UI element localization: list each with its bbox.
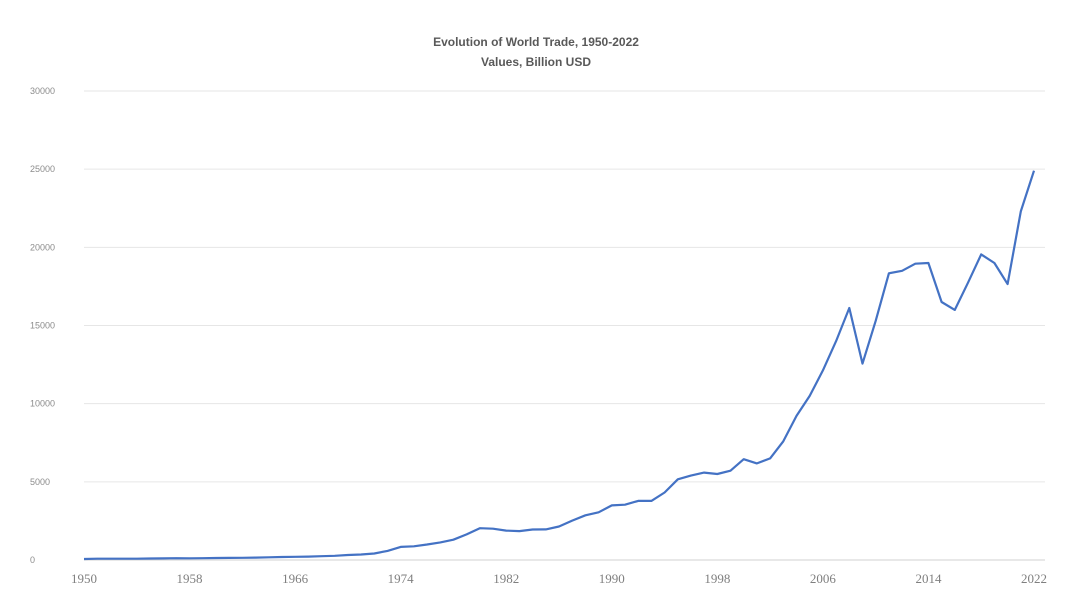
y-tick-label: 30000 [30, 86, 55, 96]
y-tick-label: 15000 [30, 321, 55, 331]
x-tick-label: 1990 [599, 571, 625, 586]
y-tick-label: 20000 [30, 242, 55, 252]
x-tick-label: 2014 [915, 571, 942, 586]
y-tick-label: 25000 [30, 164, 55, 174]
x-tick-label: 1974 [388, 571, 415, 586]
x-tick-label: 1950 [71, 571, 97, 586]
x-tick-label: 1998 [704, 571, 730, 586]
y-axis-ticks: 0 5000 10000 15000 20000 25000 30000 [30, 86, 55, 565]
chart-subtitle: Values, Billion USD [481, 55, 591, 69]
series-layer [83, 170, 1036, 561]
x-axis-ticks: 1950 1958 1966 1974 1982 1990 1998 2006 2014 2022 [71, 571, 1047, 586]
y-tick-label: 5000 [30, 477, 50, 487]
x-tick-label: 2006 [810, 571, 837, 586]
x-tick-label: 1958 [177, 571, 203, 586]
chart-title: Evolution of World Trade, 1950-2022 [433, 35, 639, 49]
gridlines [84, 90, 1045, 483]
x-tick-label: 1982 [493, 571, 519, 586]
y-tick-label: 0 [30, 555, 35, 565]
y-tick-label: 10000 [30, 399, 55, 409]
x-tick-label: 2022 [1021, 571, 1047, 586]
x-tick-label: 1966 [282, 571, 309, 586]
series-line [83, 170, 1036, 561]
